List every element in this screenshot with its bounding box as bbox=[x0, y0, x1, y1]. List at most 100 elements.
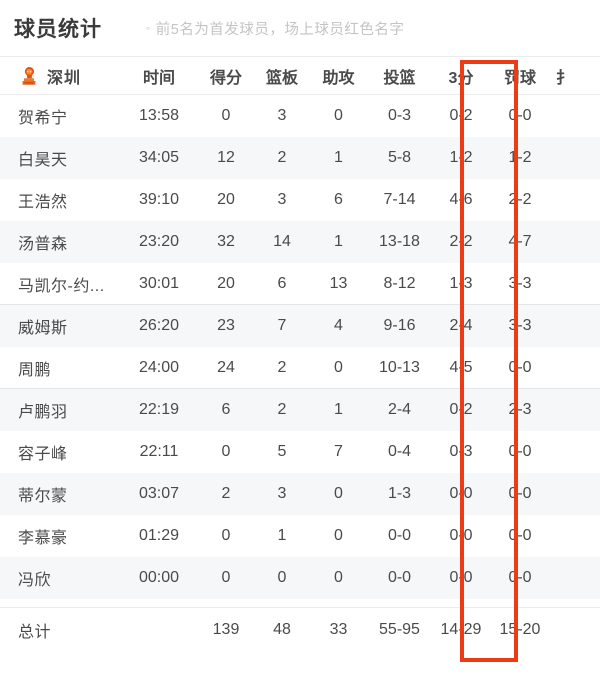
player-assists: 4 bbox=[334, 317, 343, 334]
player-name: 汤普森 bbox=[18, 236, 68, 253]
column-header-free-throws[interactable]: 罚球 bbox=[503, 69, 536, 87]
table-body: 贺希宁 13:58 0 3 0 0-3 0-2 0-0 白昊天 34:05 12 2 1 5-8 1-2 1-… bbox=[0, 95, 600, 599]
player-name: 王浩然 bbox=[18, 194, 68, 211]
player-minutes: 22:11 bbox=[139, 443, 179, 460]
player-rebounds: 1 bbox=[277, 527, 287, 544]
player-minutes: 03:07 bbox=[138, 485, 180, 502]
player-assists: 0 bbox=[334, 485, 343, 502]
player-field-goals: 0-4 bbox=[387, 443, 412, 460]
player-name: 威姆斯 bbox=[18, 320, 68, 337]
player-three-pointers: 1-2 bbox=[449, 149, 473, 166]
player-free-throws: 0-0 bbox=[508, 107, 532, 124]
header-note: ◦ 前5名为首发球员，场上球员红色名字 bbox=[146, 18, 404, 39]
player-name: 蒂尔蒙 bbox=[18, 488, 68, 505]
player-minutes: 39:10 bbox=[138, 191, 180, 208]
player-field-goals: 1-3 bbox=[387, 485, 412, 502]
player-three-pointers: 1-3 bbox=[449, 274, 473, 292]
player-minutes: 23:20 bbox=[138, 233, 180, 250]
table-total-row: 总计 139 48 33 55-95 14-29 15-20 bbox=[0, 607, 600, 651]
player-points: 12 bbox=[217, 149, 235, 166]
table-row[interactable]: 马凯尔-约... 30:01 20 6 13 8-12 1-3 3-3 bbox=[0, 263, 600, 305]
table-row[interactable]: 贺希宁 13:58 0 3 0 0-3 0-2 0-0 bbox=[0, 95, 600, 137]
total-points: 139 bbox=[212, 620, 240, 638]
player-free-throws: 2-3 bbox=[508, 401, 532, 418]
player-assists: 0 bbox=[334, 569, 343, 586]
player-three-pointers: 0-0 bbox=[449, 569, 473, 586]
total-label: 总计 bbox=[18, 623, 52, 641]
total-separator bbox=[0, 599, 600, 607]
page-header: 球员统计 ◦ 前5名为首发球员，场上球员红色名字 bbox=[0, 0, 600, 56]
player-free-throws: 4-7 bbox=[508, 233, 532, 250]
player-free-throws: 1-2 bbox=[508, 149, 532, 166]
table-row[interactable]: 白昊天 34:05 12 2 1 5-8 1-2 1-2 bbox=[0, 137, 600, 179]
table-row[interactable]: 冯欣 00:00 0 0 0 0-0 0-0 0-0 bbox=[0, 557, 600, 599]
player-rebounds: 2 bbox=[277, 149, 287, 166]
table-row[interactable]: 卢鹏羽 22:19 6 2 1 2-4 0-2 2-3 bbox=[0, 389, 600, 431]
player-minutes: 01:29 bbox=[138, 527, 180, 544]
player-minutes: 24:00 bbox=[138, 358, 180, 376]
player-free-throws: 0-0 bbox=[508, 569, 532, 586]
player-free-throws: 2-2 bbox=[508, 191, 532, 208]
total-field-goals: 55-95 bbox=[379, 620, 420, 638]
player-points: 0 bbox=[221, 107, 231, 124]
player-free-throws: 3-3 bbox=[508, 317, 532, 334]
player-assists: 13 bbox=[329, 274, 348, 292]
player-stats-table: 深圳 时间 得分 篮板 助攻 投篮 3分 罚球 扌 贺希宁 13:58 0 3 0 0-3… bbox=[0, 56, 600, 651]
total-three-pointers: 14-29 bbox=[440, 620, 482, 638]
table-row[interactable]: 汤普森 23:20 32 14 1 13-18 2-2 4-7 bbox=[0, 221, 600, 263]
table-row[interactable]: 王浩然 39:10 20 3 6 7-14 4-6 2-2 bbox=[0, 179, 600, 221]
column-header-truncated[interactable]: 扌 bbox=[556, 69, 573, 87]
player-name: 李慕豪 bbox=[18, 530, 68, 547]
team-name-label: 深圳 bbox=[47, 69, 82, 87]
player-assists: 1 bbox=[334, 233, 343, 250]
table-row[interactable]: 威姆斯 26:20 23 7 4 9-16 2-4 3-3 bbox=[0, 305, 600, 347]
player-name: 马凯尔-约... bbox=[18, 277, 105, 295]
player-minutes: 26:20 bbox=[138, 317, 180, 334]
player-field-goals: 0-0 bbox=[387, 569, 412, 586]
player-rebounds: 7 bbox=[277, 317, 287, 334]
table-row[interactable]: 李慕豪 01:29 0 1 0 0-0 0-0 0-0 bbox=[0, 515, 600, 557]
bullet-icon: ◦ bbox=[146, 21, 151, 35]
column-header-points[interactable]: 得分 bbox=[209, 69, 242, 87]
table-row[interactable]: 蒂尔蒙 03:07 2 3 0 1-3 0-0 0-0 bbox=[0, 473, 600, 515]
player-free-throws: 3-3 bbox=[508, 274, 532, 292]
total-free-throws: 15-20 bbox=[499, 620, 541, 638]
player-minutes: 30:01 bbox=[138, 274, 180, 292]
column-header-assists[interactable]: 助攻 bbox=[322, 69, 355, 87]
player-rebounds: 2 bbox=[277, 358, 287, 376]
player-field-goals: 0-3 bbox=[387, 107, 412, 124]
column-header-three-pointers[interactable]: 3分 bbox=[448, 69, 474, 87]
player-assists: 1 bbox=[334, 149, 343, 166]
player-free-throws: 0-0 bbox=[508, 485, 532, 502]
player-rebounds: 3 bbox=[277, 191, 287, 208]
player-name: 卢鹏羽 bbox=[18, 404, 68, 421]
player-free-throws: 0-0 bbox=[508, 527, 532, 544]
player-rebounds: 3 bbox=[277, 107, 287, 124]
player-rebounds: 2 bbox=[277, 401, 287, 418]
player-field-goals: 5-8 bbox=[387, 149, 412, 166]
player-points: 0 bbox=[221, 569, 231, 586]
player-field-goals: 13-18 bbox=[379, 233, 420, 250]
team-header-cell[interactable]: 深圳 bbox=[0, 64, 120, 88]
player-assists: 0 bbox=[334, 107, 343, 124]
player-field-goals: 8-12 bbox=[383, 274, 416, 292]
player-name: 白昊天 bbox=[18, 152, 68, 169]
player-rebounds: 6 bbox=[277, 274, 287, 292]
player-rebounds: 3 bbox=[277, 485, 287, 502]
player-name: 冯欣 bbox=[18, 572, 52, 589]
player-three-pointers: 0-0 bbox=[449, 485, 473, 502]
player-points: 20 bbox=[217, 274, 235, 292]
column-header-time[interactable]: 时间 bbox=[142, 69, 175, 87]
column-header-field-goals[interactable]: 投篮 bbox=[383, 69, 416, 87]
player-points: 32 bbox=[217, 233, 235, 250]
player-three-pointers: 0-3 bbox=[449, 443, 473, 460]
table-row[interactable]: 周鹏 24:00 24 2 0 10-13 4-5 0-0 bbox=[0, 347, 600, 389]
player-field-goals: 7-14 bbox=[383, 191, 416, 208]
player-assists: 0 bbox=[334, 358, 343, 376]
player-rebounds: 14 bbox=[273, 233, 291, 250]
player-three-pointers: 0-2 bbox=[449, 107, 473, 124]
table-row[interactable]: 容子峰 22:11 0 5 7 0-4 0-3 0-0 bbox=[0, 431, 600, 473]
column-header-rebounds[interactable]: 篮板 bbox=[265, 69, 298, 87]
player-three-pointers: 2-2 bbox=[449, 233, 473, 250]
player-points: 20 bbox=[217, 191, 235, 208]
